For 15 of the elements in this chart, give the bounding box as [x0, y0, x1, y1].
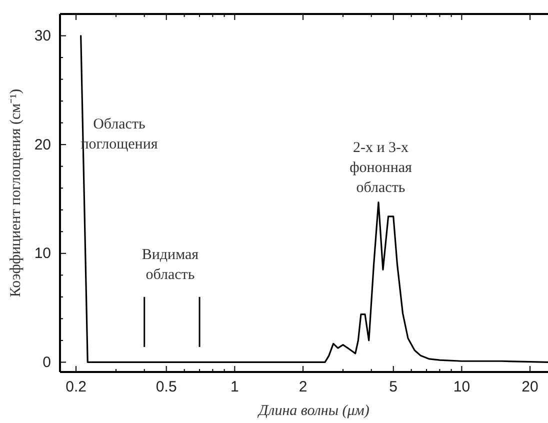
y-axis-title: Коэффициент поглощения (см⁻¹): [8, 88, 24, 298]
y-tick-label: 20: [34, 136, 51, 154]
x-tick-label: 2: [298, 378, 308, 396]
x-tick-label: 1: [230, 378, 239, 396]
y-tick-label: 10: [34, 245, 51, 262]
x-tick-label: 20: [522, 378, 538, 396]
x-tick-label: 0.2: [66, 378, 86, 396]
x-axis-title: Длина волны (μм): [256, 403, 370, 419]
x-tick-label: 10: [453, 378, 470, 396]
y-tick-label: 30: [34, 28, 51, 45]
annotation: Видимая область: [142, 246, 199, 283]
x-tick-label: 5: [389, 378, 398, 396]
annotation: 2-х и 3-х фононная область: [350, 140, 412, 196]
x-tick-label: 0.5: [156, 378, 177, 396]
y-tick-label: 0: [42, 354, 51, 372]
